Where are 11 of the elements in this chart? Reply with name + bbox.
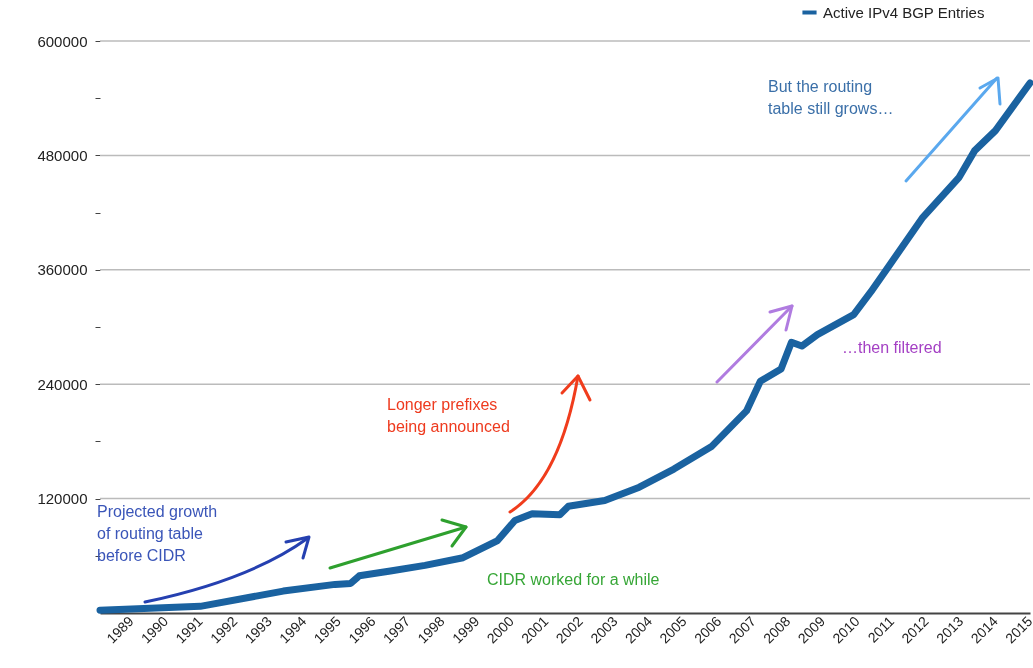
annotation: …then filtered xyxy=(842,339,942,356)
y-tick-label: 360000 xyxy=(37,261,88,279)
legend-label: Active IPv4 BGP Entries xyxy=(823,3,985,21)
annotation: Projected growth of routing table before CIDR xyxy=(97,503,218,564)
annotation: Longer prefixes being announced xyxy=(387,396,510,435)
annotation: CIDR worked for a while xyxy=(487,571,660,588)
y-tick-label: 120000 xyxy=(37,490,88,508)
y-tick-label: 600000 xyxy=(37,32,88,50)
y-tick-label: 480000 xyxy=(37,146,88,164)
annotation: But the routing table still grows… xyxy=(768,78,894,117)
y-tick-label: 240000 xyxy=(37,375,88,393)
